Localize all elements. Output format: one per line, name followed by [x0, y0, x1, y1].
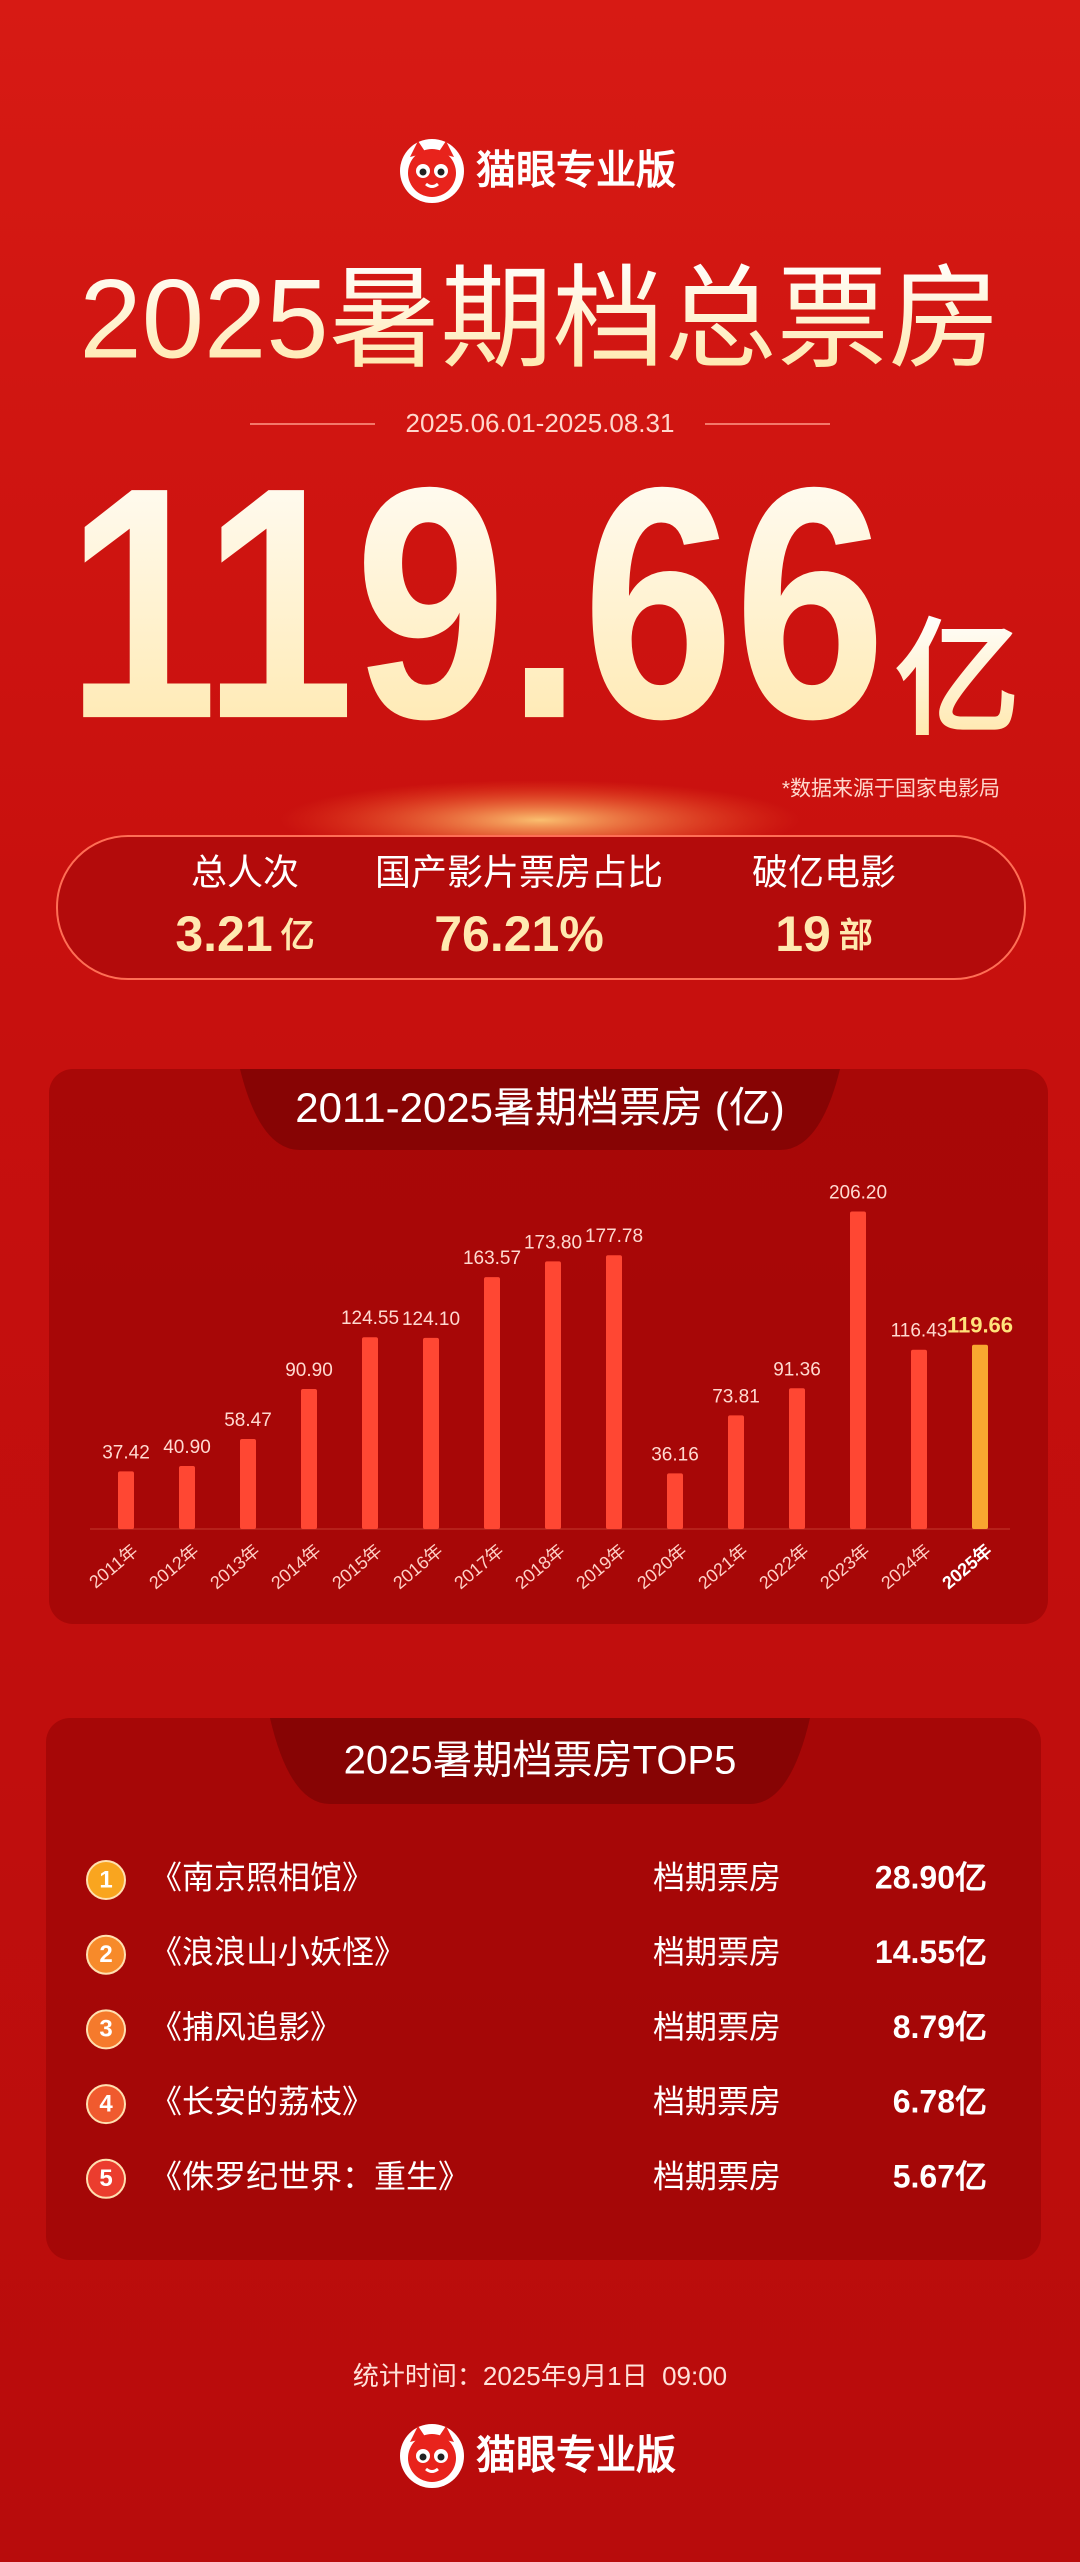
value-label: 90.90 — [285, 1360, 333, 1381]
rank: 2 — [99, 1941, 112, 1968]
box-office: 28.90亿 — [875, 1859, 987, 1895]
bar — [911, 1349, 927, 1529]
stat-number: 3.21 — [175, 906, 272, 962]
bar — [789, 1388, 805, 1529]
bar — [423, 1337, 439, 1529]
rank: 4 — [99, 2090, 113, 2117]
rank-badge — [86, 1860, 126, 1900]
box-office: 5.67亿 — [893, 2158, 987, 2194]
stat-value: 19 部 — [775, 906, 873, 962]
value-label: 119.66 — [947, 1313, 1013, 1338]
value-label: 37.42 — [102, 1442, 150, 1463]
row-label: 档期票房 — [653, 1859, 781, 1895]
bar — [118, 1471, 134, 1529]
stat-label: 国产影片票房占比 — [375, 852, 663, 893]
film-title: 《侏罗纪世界：重生》 — [150, 2158, 470, 2194]
stat-value: 3.21 亿 — [175, 906, 314, 962]
rank-badge — [86, 1934, 126, 1975]
rank: 3 — [99, 2016, 112, 2043]
main-title: 2025暑期档总票房 — [79, 257, 1000, 382]
top5-panel — [46, 1718, 1041, 2260]
brand: 猫眼专业版 — [476, 149, 676, 193]
footer-brand: 猫眼专业版 — [476, 2434, 676, 2478]
top5-title: 2025暑期档票房TOP5 — [344, 1739, 737, 1783]
rank-badge — [86, 2084, 126, 2125]
chart-title: 2011-2025暑期档票房 (亿) — [295, 1084, 784, 1131]
stat-time: 统计时间：2025年9月1日 09:00 — [353, 2361, 727, 2391]
date-range: 2025.06.01-2025.08.31 — [406, 408, 675, 438]
value-label: 40.90 — [163, 1437, 211, 1458]
row-label: 档期票房 — [653, 1934, 781, 1970]
value-label: 36.16 — [651, 1444, 699, 1465]
bar — [972, 1344, 988, 1529]
value-label: 163.57 — [463, 1248, 521, 1269]
bar — [728, 1415, 744, 1529]
film-title: 《长安的荔枝》 — [150, 2084, 374, 2120]
bar — [545, 1261, 561, 1529]
film-title: 《捕风追影》 — [150, 2009, 342, 2045]
rank-badge — [86, 2158, 126, 2199]
bar — [484, 1277, 500, 1529]
row-label: 档期票房 — [653, 2084, 781, 2120]
rank-badge — [86, 2009, 126, 2050]
value-label: 73.81 — [712, 1386, 760, 1407]
value-label: 124.10 — [402, 1309, 460, 1330]
source-note: *数据来源于国家电影局 — [782, 778, 1000, 801]
box-office: 14.55亿 — [875, 1934, 987, 1970]
stat-label: 破亿电影 — [752, 852, 896, 893]
row-label: 档期票房 — [653, 2158, 781, 2194]
value-label: 124.55 — [341, 1308, 399, 1329]
stat-unit: 亿 — [281, 917, 315, 955]
value-label: 173.80 — [524, 1232, 582, 1253]
stat-unit: 部 — [839, 917, 873, 955]
value-label: 206.20 — [829, 1182, 887, 1203]
bar — [667, 1473, 683, 1529]
total-unit: 亿 — [895, 611, 1020, 750]
bar — [301, 1389, 317, 1529]
value-label: 58.47 — [224, 1410, 272, 1431]
bar — [362, 1337, 378, 1529]
stat-number: 76.21% — [434, 906, 604, 962]
value-label: 177.78 — [585, 1226, 643, 1247]
bar — [240, 1438, 256, 1529]
rank: 5 — [99, 2165, 112, 2192]
footer-logo — [398, 2422, 466, 2490]
chart-title-tab — [240, 1069, 840, 1150]
value-label: 91.36 — [773, 1359, 821, 1380]
stats-panel — [56, 835, 1026, 980]
box-office: 8.79亿 — [893, 2009, 987, 2045]
total-box-office: 119.66 — [66, 418, 886, 787]
stat-label: 总人次 — [191, 852, 299, 893]
brand-logo — [398, 137, 466, 205]
value-label: 116.43 — [891, 1321, 948, 1342]
stats: 总人次 3.21 亿 国产影片票房占比 76.21% 破亿电影 19 部 — [175, 852, 896, 963]
stat-number: 19 — [775, 906, 831, 962]
bar — [179, 1466, 195, 1529]
stat-value: 76.21% — [434, 906, 604, 962]
bar — [606, 1255, 622, 1529]
top5-title-tab — [270, 1718, 810, 1804]
film-title: 《浪浪山小妖怪》 — [150, 1934, 406, 1970]
row-label: 档期票房 — [653, 2009, 781, 2045]
box-office: 6.78亿 — [893, 2084, 987, 2120]
bar — [850, 1211, 866, 1529]
film-title: 《南京照相馆》 — [150, 1859, 374, 1895]
rank: 1 — [99, 1866, 112, 1893]
